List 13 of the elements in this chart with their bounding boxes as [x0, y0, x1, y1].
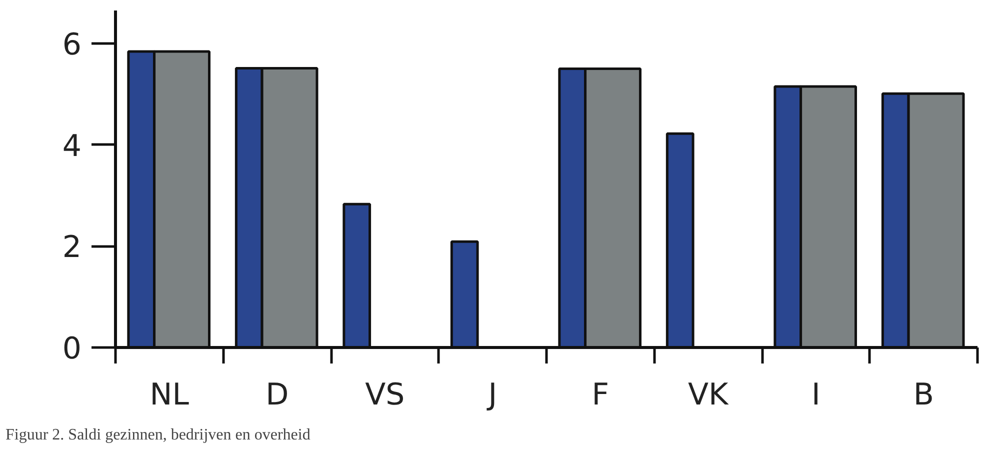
- x-tick-label: J: [486, 378, 498, 412]
- y-tick-label: 4: [62, 128, 82, 164]
- text: Figuur 2. Saldi gezinnen, bedrijven en overheid: [6, 426, 310, 444]
- x-tick-label: I: [811, 378, 820, 412]
- y-tick-label: 6: [62, 27, 82, 62]
- x-tick-label: VS: [365, 378, 405, 412]
- x-tick-label: VK: [688, 378, 730, 412]
- x-tick-label: D: [266, 378, 289, 412]
- y-tick-label: 0: [62, 332, 82, 366]
- x-tick-label: B: [913, 378, 934, 412]
- y-tick-label: 2: [62, 230, 82, 266]
- x-tick-label: F: [592, 378, 610, 412]
- x-tick-label: NL: [150, 378, 190, 412]
